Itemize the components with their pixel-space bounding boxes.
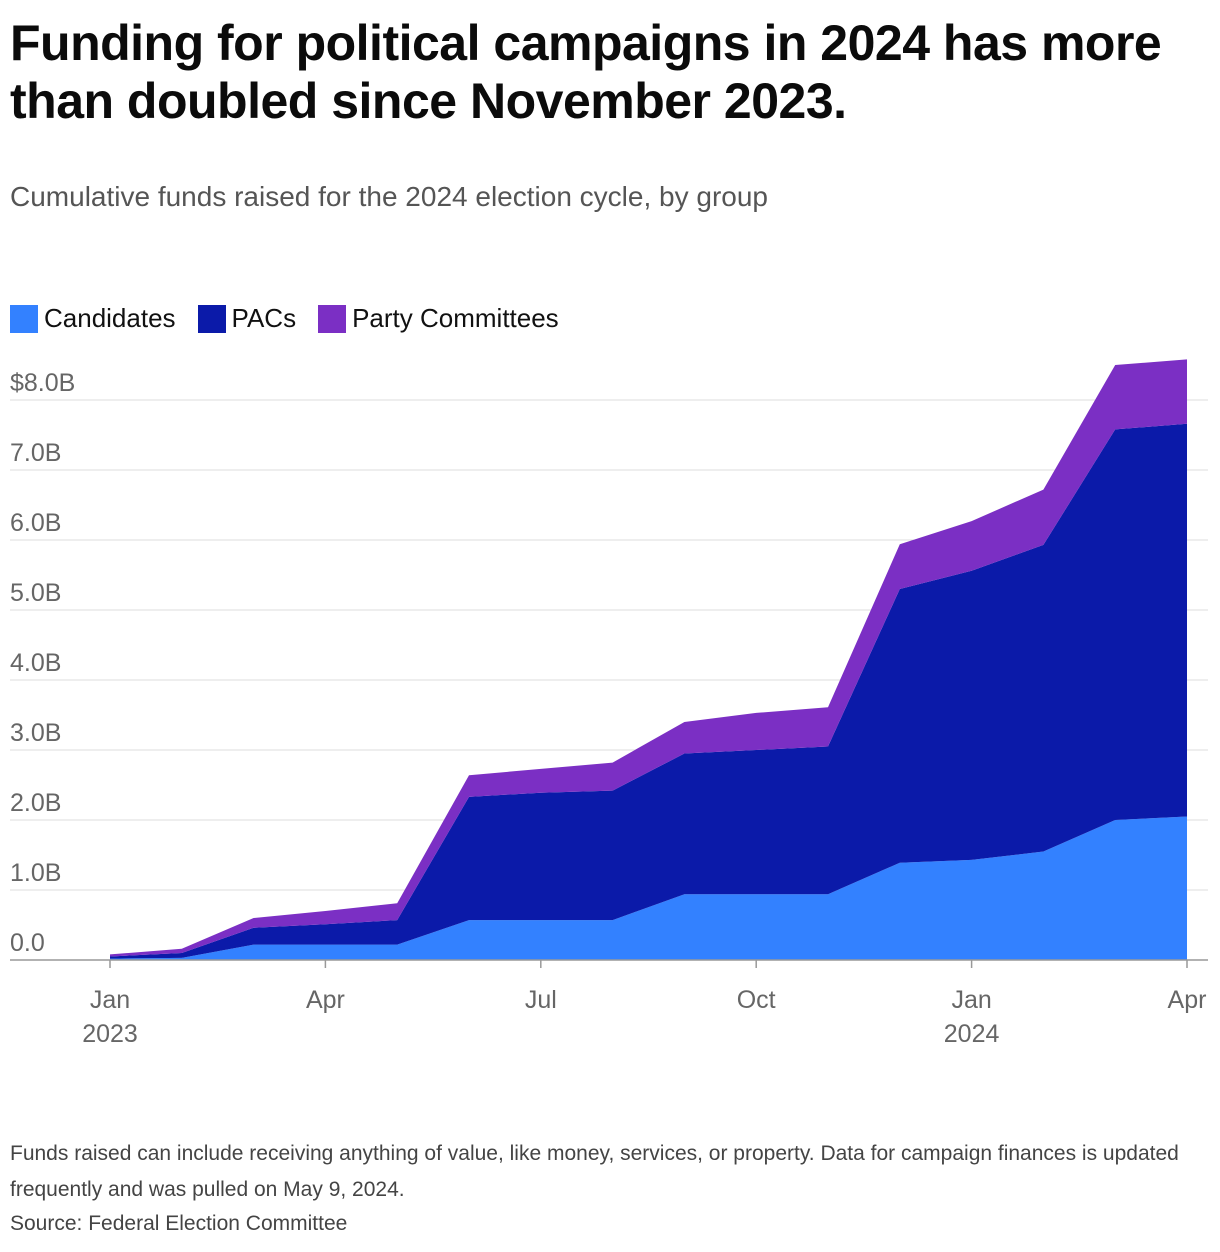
source-note: Source: Federal Election Committee xyxy=(10,1212,348,1235)
legend-item-party-committees: Party Committees xyxy=(318,303,559,334)
x-tick-label: Jan xyxy=(951,986,991,1014)
stacked-area-chart: 0.0 1.0B 2.0B 3.0B 4.0B 5.0B 6.0B 7.0B $8.0B Jan 2… xyxy=(10,359,1208,1048)
legend-label-pacs: PACs xyxy=(231,303,297,333)
y-tick-label: 0.0 xyxy=(10,929,45,957)
y-tick-label: 4.0B xyxy=(10,649,61,677)
y-tick-label: 6.0B xyxy=(10,509,61,537)
x-tick-label: Jan xyxy=(90,986,130,1014)
y-tick-label: 2.0B xyxy=(10,789,61,817)
x-tick-label: Apr xyxy=(1168,986,1207,1014)
chart-title: Funding for political campaigns in 2024 … xyxy=(10,15,1162,129)
chart-subtitle: Cumulative funds raised for the 2024 ele… xyxy=(10,181,768,212)
area-candidates xyxy=(110,816,1187,960)
x-tick-year-label: 2024 xyxy=(944,1020,1000,1048)
y-tick-label: $8.0B xyxy=(10,369,75,397)
x-tick-label: Apr xyxy=(306,986,345,1014)
y-tick-label: 1.0B xyxy=(10,859,61,887)
y-tick-label: 5.0B xyxy=(10,579,61,607)
x-tick-label: Oct xyxy=(737,986,776,1014)
legend-item-pacs: PACs xyxy=(197,303,297,334)
legend-label-party-committees: Party Committees xyxy=(352,303,559,333)
legend-swatch-candidates xyxy=(10,304,38,333)
legend-item-candidates: Candidates xyxy=(10,303,176,334)
x-tick-year-label: 2023 xyxy=(82,1020,138,1048)
legend-swatch-party-committees xyxy=(318,304,347,333)
y-tick-label: 7.0B xyxy=(10,439,61,467)
y-tick-label: 3.0B xyxy=(10,719,61,747)
legend-swatch-pacs xyxy=(197,304,226,333)
x-tick-label: Jul xyxy=(525,986,557,1014)
legend: Candidates PACs Party Committees xyxy=(10,303,581,334)
legend-label-candidates: Candidates xyxy=(44,303,176,333)
area-pacs xyxy=(110,423,1187,959)
footnote: Funds raised can include receiving anyth… xyxy=(10,1142,1179,1201)
